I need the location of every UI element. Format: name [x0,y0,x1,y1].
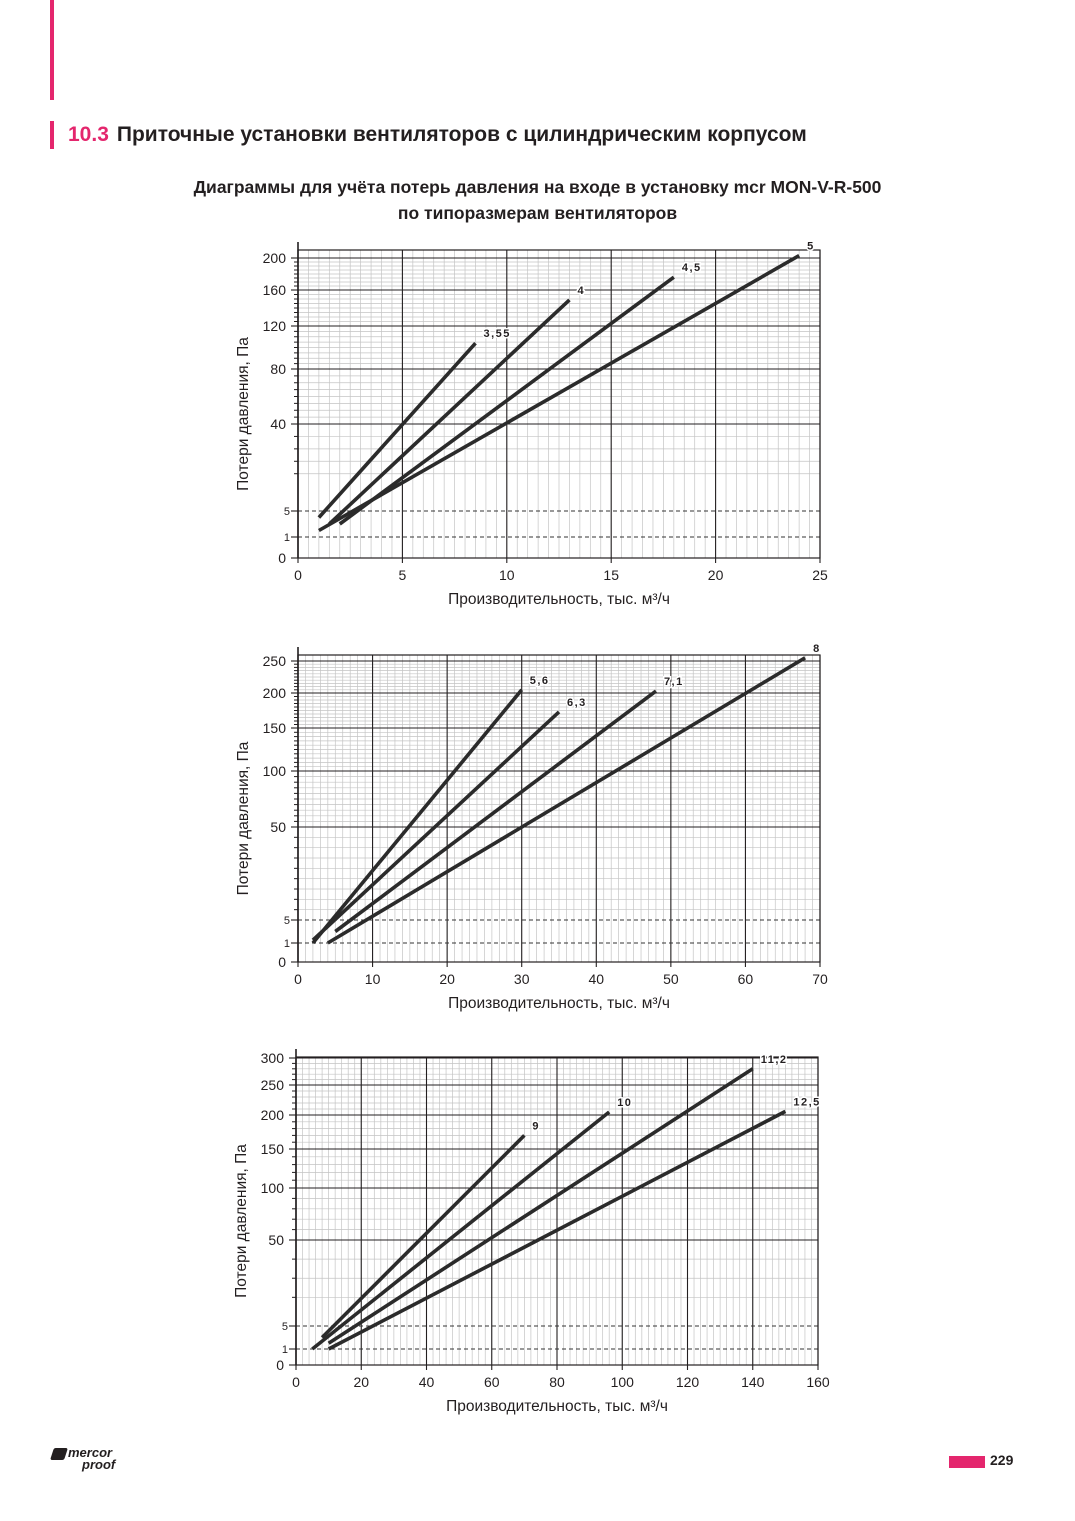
series-line-3 [334,689,658,933]
chart-3: 0 20 40 60 80 100 120 140 1600155010015020025030… [233,1049,830,1415]
y-tick-label: 0 [278,550,286,566]
y-tick-label: 0 [276,1357,284,1373]
series-line-2 [311,1110,611,1351]
logo-mark-icon [50,1448,68,1460]
page-subtitle: Диаграммы для учёта потерь давления на в… [0,174,1075,226]
y-tick-label: 150 [261,1141,285,1157]
y-tick-label: 50 [270,819,286,835]
x-tick-label: 40 [419,1374,435,1390]
chart-1: 0 5 10 15 20 250154080120160200Производительн… [235,239,828,608]
series-line-4 [327,1109,787,1351]
y-tick-label: 250 [261,1077,285,1093]
x-tick-label: 60 [484,1374,500,1390]
y-tick-label: 100 [261,1180,285,1196]
series-label: 11,2 [761,1054,788,1066]
x-tick-label: 160 [806,1374,830,1390]
x-tick-label: 15 [603,567,619,583]
series-line-2 [328,298,571,526]
x-tick-label: 40 [588,971,604,987]
series-label: 6,3 [567,697,587,709]
y-axis-label: Потери давления, Па [235,337,252,491]
y-tick-label: 1 [282,1344,288,1356]
y-tick-label: 5 [282,1321,288,1333]
series-label: 4 [577,285,585,297]
x-axis-label: Производительность, тыс. м³/ч [448,995,670,1012]
x-tick-label: 80 [549,1374,565,1390]
series-label: 10 [617,1097,632,1109]
series-label: 12,5 [793,1096,820,1108]
series-line-1 [317,341,477,519]
x-tick-label: 10 [365,971,381,987]
x-tick-label: 30 [514,971,530,987]
y-tick-label: 120 [263,318,287,334]
y-axis-label: Потери давления, Па [235,741,252,895]
series-label: 5 [807,241,815,253]
x-tick-label: 0 [294,567,302,583]
x-tick-label: 20 [353,1374,369,1390]
y-tick-label: 5 [284,915,290,927]
x-tick-label: 100 [611,1374,635,1390]
series-line-4 [317,254,801,533]
y-tick-label: 150 [263,720,287,736]
x-tick-label: 5 [399,567,407,583]
subtitle-line-1: Диаграммы для учёта потерь давления на в… [193,177,882,197]
x-tick-label: 0 [292,1374,300,1390]
series-label: 8 [813,643,821,655]
x-tick-label: 70 [812,971,828,987]
series-line-4 [326,656,807,945]
x-tick-label: 60 [738,971,754,987]
x-tick-label: 140 [741,1374,765,1390]
x-tick-label: 20 [708,567,724,583]
y-tick-label: 40 [270,416,286,432]
series-line-1 [311,688,524,945]
y-tick-label: 160 [263,282,287,298]
series-line-3 [338,275,675,526]
y-axis-label: Потери давления, Па [233,1144,250,1298]
page-number-bar [949,1456,985,1468]
page-number: 229 [990,1452,1014,1468]
series-line-3 [327,1067,754,1345]
x-tick-label: 10 [499,567,515,583]
y-tick-label: 200 [263,685,287,701]
y-tick-label: 100 [263,763,287,779]
x-tick-label: 120 [676,1374,700,1390]
y-tick-label: 50 [268,1232,284,1248]
x-tick-label: 20 [439,971,455,987]
y-tick-label: 80 [270,361,286,377]
series-line-2 [311,710,561,942]
logo-word-2: proof [82,1457,116,1472]
section-title: Приточные установки вентиляторов с цилин… [116,123,807,146]
series-line-1 [320,1134,526,1339]
section-heading: 10.3 Приточные установки вентиляторов с … [50,121,807,149]
section-number: 10.3 [68,123,109,146]
accent-bar [50,0,54,100]
y-tick-label: 200 [263,250,287,266]
mercor-logo: mercor proof [50,1445,132,1476]
series-label: 3,55 [483,328,510,340]
x-tick-label: 25 [812,567,828,583]
x-tick-label: 50 [663,971,679,987]
x-axis-label: Производительность, тыс. м³/ч [448,591,670,608]
chart-2: 0 10 20 30 40 50 60 70 0 1 5 50 100 150 200 250 Производ… [235,641,828,1012]
series-label: 5,6 [530,675,550,687]
series-label: 9 [532,1120,540,1132]
y-tick-label: 1 [284,938,290,950]
series-label: 4,5 [682,262,702,274]
y-tick-label: 1 [284,532,290,544]
y-tick-label: 0 [278,954,286,970]
section-marker [50,121,54,149]
subtitle-line-2: по типоразмерам вентиляторов [397,203,678,223]
y-tick-label: 200 [261,1107,285,1123]
series-label: 7,1 [664,676,684,688]
x-tick-label: 0 [294,971,302,987]
logo-word-1: mercor [68,1445,113,1460]
y-tick-label: 250 [263,653,287,669]
y-tick-label: 5 [284,506,290,518]
x-axis-label: Производительность, тыс. м³/ч [446,1398,668,1415]
y-tick-label: 300 [261,1050,285,1066]
